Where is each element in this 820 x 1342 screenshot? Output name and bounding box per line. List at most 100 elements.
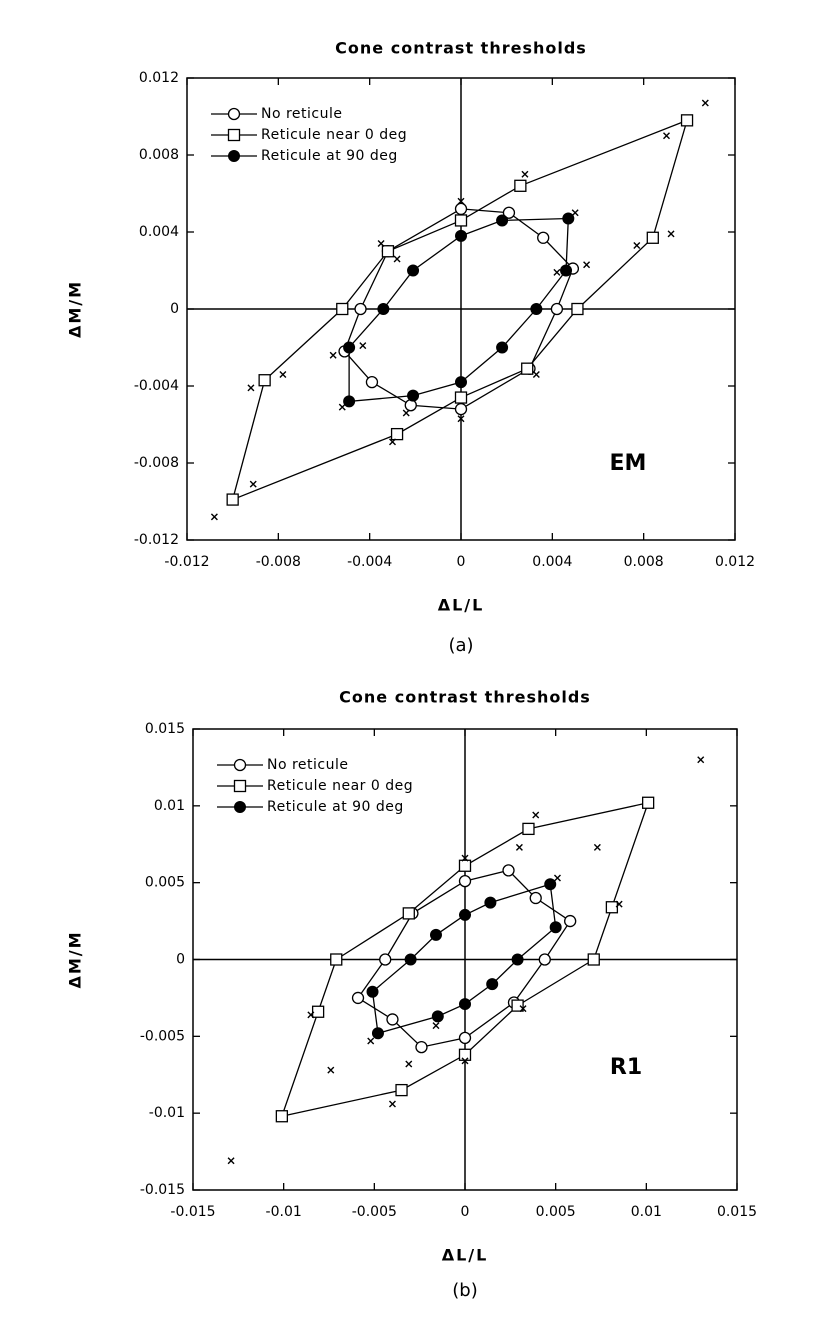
marker-dot [496,341,509,354]
legend-label: No reticule [261,106,343,122]
y-tick-label: -0.005 [140,1028,185,1044]
caption: (a) [448,635,473,656]
marker-dot [530,303,543,315]
marker-dot [429,928,442,941]
legend-label: Reticule at 90 deg [267,799,404,815]
marker-circle [354,302,367,316]
marker-circle [529,891,542,905]
caption: (b) [452,1280,477,1301]
legend-entry: Reticule at 90 deg [211,148,398,164]
marker-square [311,1005,325,1018]
series [366,878,562,1040]
marker-circle [564,914,577,928]
y-tick-label: 0.008 [139,147,179,163]
legend-label: Reticule near 0 deg [261,127,407,143]
marker-cross [663,132,670,140]
y-tick-label: 0.01 [154,798,185,814]
marker-cross [405,1060,413,1068]
y-tick-label: -0.01 [149,1105,185,1121]
marker-cross [393,255,401,263]
marker-cross [210,513,218,521]
y-tick-label: -0.004 [134,378,179,394]
legend-entry: Reticule near 0 deg [217,778,413,794]
marker-cross [583,261,591,269]
marker-cross [521,170,529,178]
marker-cross [667,230,675,238]
x-tick-label: 0 [457,554,466,570]
x-tick-label: -0.012 [164,554,209,570]
marker-square [571,302,584,316]
legend-label: No reticule [267,757,349,773]
marker-square [646,231,659,244]
marker-square [605,901,619,914]
marker-square [390,427,404,441]
x-tick-label: -0.01 [266,1204,302,1220]
x-axis-label: ΔL/L [438,596,485,615]
marker-dot [377,303,390,315]
marker-dot [371,1027,384,1040]
marker-cross [279,370,287,378]
legend-entry: No reticule [217,757,349,773]
x-axis-label: ΔL/L [442,1246,489,1265]
annotation: R1 [610,1055,642,1080]
chart-title: Cone contrast thresholds [339,688,591,707]
marker-dot [343,341,356,354]
marker-cross [519,1005,527,1013]
marker-dot [459,998,471,1011]
marker-cross [338,403,346,411]
x-tick-label: -0.004 [347,554,392,570]
marker-cross [329,351,337,359]
marker-dot [459,908,471,921]
marker-dot [366,985,379,998]
x-tick-label: 0.01 [631,1204,662,1220]
series-line [231,119,689,501]
marker-square [521,362,534,375]
legend-label: Reticule at 90 deg [261,148,398,164]
series [227,756,705,1165]
y-tick-label: -0.008 [134,455,179,471]
marker-circle [415,1040,428,1054]
marker-circle [227,107,241,121]
marker-cross [553,268,561,276]
marker-cross [532,370,540,378]
marker-cross [515,843,523,851]
marker-square [275,1110,289,1123]
legend-entry: Reticule at 90 deg [217,799,404,815]
marker-dot [228,150,240,162]
y-tick-label: -0.015 [140,1182,185,1198]
marker-circle [233,758,247,772]
marker-dot [455,376,467,389]
marker-circle [537,231,550,244]
marker-circle [386,1013,399,1026]
marker-cross [593,843,601,851]
y-axis-label: ΔM/M [66,280,85,338]
marker-square [258,374,271,387]
marker-cross [388,1100,396,1108]
marker-cross [461,1057,469,1065]
marker-cross [359,342,367,350]
marker-dot [343,395,356,408]
marker-dot [549,921,562,934]
marker-dot [496,214,509,227]
marker-cross [457,415,465,423]
marker-dot [455,229,467,242]
marker-dot [234,801,246,813]
y-tick-label: 0.012 [139,70,179,86]
marker-square [233,779,247,793]
marker-square [402,907,415,920]
y-tick-label: 0 [176,952,185,968]
marker-square [336,302,349,316]
x-tick-label: -0.008 [256,554,301,570]
marker-cross [402,409,410,417]
x-tick-label: 0.008 [624,554,664,570]
x-tick-label: 0.015 [717,1204,757,1220]
marker-square [330,953,343,966]
marker-dot [544,878,557,891]
marker-dot [407,264,420,277]
x-tick-label: 0.004 [532,554,572,570]
legend-entry: Reticule near 0 deg [211,127,407,143]
marker-cross [249,480,257,488]
legend-label: Reticule near 0 deg [267,778,413,794]
marker-circle [454,402,468,416]
